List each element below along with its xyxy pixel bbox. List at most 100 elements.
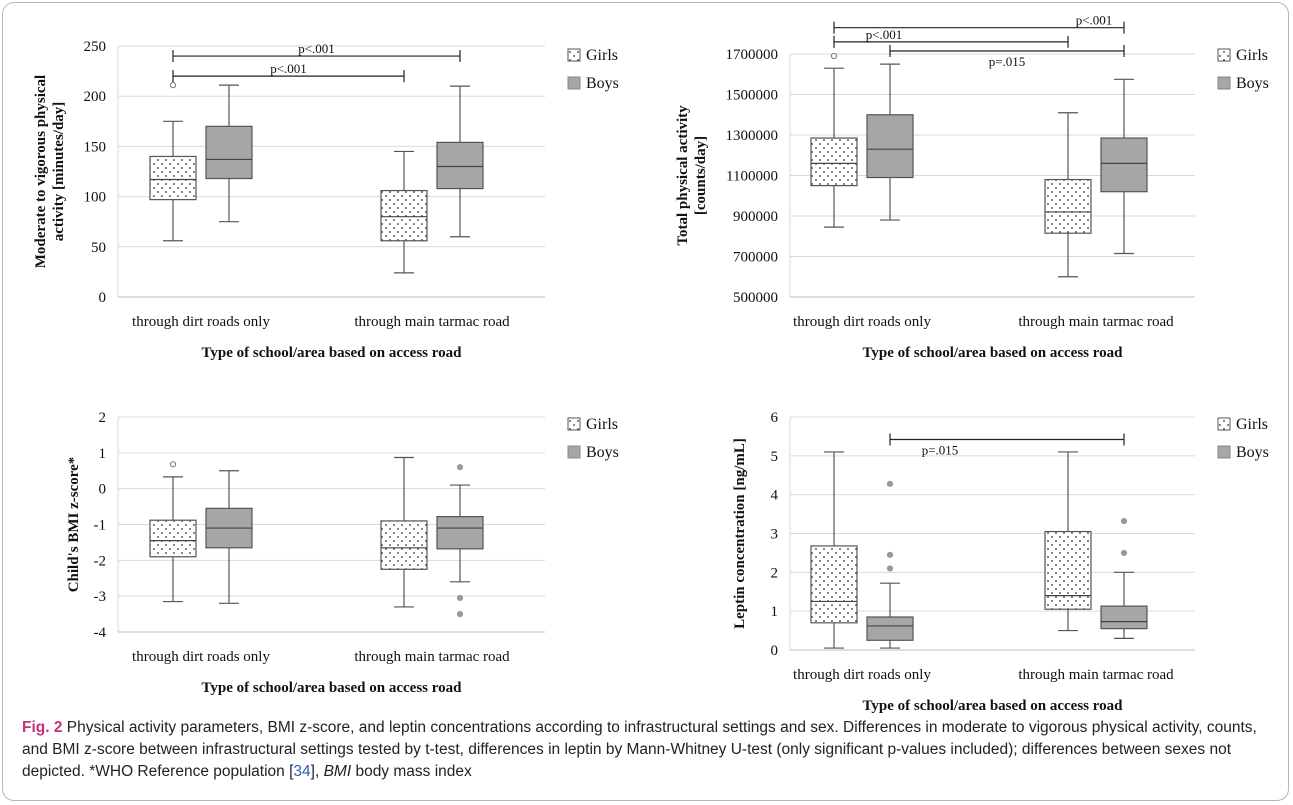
legend-girls-label: Girls [586, 416, 618, 433]
y-tick-label: 700000 [733, 250, 778, 266]
boys-box [436, 141, 484, 190]
significance-label: p<.001 [866, 27, 903, 42]
y-tick-label: 900000 [733, 209, 778, 225]
y-tick-label: 3 [771, 527, 779, 543]
caption-abbreviation: BMI [323, 763, 352, 780]
y-tick-label: 1100000 [726, 169, 778, 185]
legend-boys-label: Boys [586, 75, 619, 92]
panel-total-activity: 500000 700000 900000 1100000 1300000 1500000 1… [646, 13, 1293, 390]
legend-boys-swatch [1217, 445, 1231, 459]
y-tick-label: 0 [771, 643, 779, 659]
outlier-point [456, 464, 464, 471]
x-axis-title: Type of school/area based on access road [201, 345, 462, 361]
total-activity-boxplot: 500000 700000 900000 1100000 1300000 1500000 1… [675, 13, 1269, 361]
girls-box [380, 520, 428, 570]
x-category-label: through main tarmac road [1018, 667, 1174, 683]
y-tick-label: 50 [91, 240, 106, 256]
legend-girls-swatch [567, 48, 581, 62]
outlier-point [886, 480, 894, 487]
caption-reference-link[interactable]: 34 [293, 763, 311, 780]
legend-boys-label: Boys [1236, 444, 1269, 461]
y-tick-label: 1 [771, 604, 779, 620]
y-tick-label: 200 [84, 89, 107, 105]
y-tick-label: -2 [94, 553, 107, 569]
legend-boys-label: Boys [1236, 75, 1269, 92]
caption-label: Fig. 2 [22, 719, 63, 736]
x-category-label: through dirt roads only [132, 649, 270, 665]
x-category-label: through dirt roads only [132, 314, 270, 330]
significance-label: p<.001 [1076, 13, 1113, 28]
x-axis-title: Type of school/area based on access road [862, 345, 1123, 361]
y-tick-label: -1 [94, 518, 107, 534]
panel-leptin: 0 1 2 3 4 5 6 through dirt roads only through ma… [646, 395, 1293, 715]
caption-text-3: body mass index [351, 763, 472, 780]
y-tick-label: 500000 [733, 290, 778, 306]
boys-box [1100, 605, 1148, 630]
y-tick-label: -4 [94, 625, 107, 641]
y-tick-label: 5 [771, 449, 779, 465]
x-axis-title: Type of school/area based on access road [862, 698, 1123, 714]
boys-box [436, 516, 484, 550]
bmi-boxplot: -4 -3 -2 -1 0 1 2 through dirt roads only throug… [66, 410, 619, 696]
significance-label: p=.015 [922, 443, 959, 458]
legend-girls-label: Girls [586, 47, 618, 64]
y-axis-title: Leptin concentration [ng/mL] [732, 438, 748, 629]
outlier-point [456, 610, 464, 618]
legend-boys-swatch [567, 76, 581, 90]
y-axis-title: Moderate to vigorous physical activity [m… [33, 75, 67, 268]
x-category-label: through dirt roads only [793, 314, 931, 330]
legend-girls-swatch [1217, 48, 1231, 62]
y-tick-label: 0 [99, 290, 107, 306]
figure-caption: Fig. 2 Physical activity parameters, BMI… [22, 717, 1277, 783]
outlier-point [1120, 517, 1128, 525]
y-tick-label: 2 [99, 410, 107, 426]
panel-bmi: -4 -3 -2 -1 0 1 2 through dirt roads only throug… [0, 395, 646, 705]
boys-box [1100, 137, 1148, 193]
leptin-boxplot: 0 1 2 3 4 5 6 through dirt roads only through ma… [732, 410, 1269, 714]
x-category-label: through main tarmac road [354, 314, 510, 330]
x-axis-title: Type of school/area based on access road [201, 680, 462, 696]
significance-label: p=.015 [989, 54, 1026, 69]
y-axis-title: Child's BMI z-score* [66, 457, 82, 593]
legend-girls-label: Girls [1236, 47, 1268, 64]
girls-box [380, 189, 428, 242]
panel-mvpa: 0 50 100 150 200 250 through dirt roads only th… [0, 18, 646, 390]
y-tick-label: 250 [84, 39, 107, 55]
y-tick-label: 1 [99, 446, 107, 462]
legend-girls-swatch [1217, 417, 1231, 431]
girls-box [1044, 178, 1092, 234]
y-tick-label: 150 [84, 139, 107, 155]
girls-box [1044, 530, 1092, 610]
girls-box [149, 155, 197, 201]
outlier-point [1120, 549, 1128, 557]
legend-girls-label: Girls [1236, 416, 1268, 433]
y-tick-label: 1500000 [726, 88, 779, 104]
y-tick-label: 0 [99, 482, 107, 498]
y-tick-label: 1300000 [726, 128, 779, 144]
caption-text-1: Physical activity parameters, BMI z-scor… [22, 719, 1257, 780]
legend-boys-swatch [1217, 76, 1231, 90]
boys-box [205, 125, 253, 180]
x-category-label: through main tarmac road [1018, 314, 1174, 330]
y-tick-label: 1700000 [726, 47, 779, 63]
girls-box [810, 545, 858, 624]
legend-boys-label: Boys [586, 444, 619, 461]
legend-boys-swatch [567, 445, 581, 459]
y-tick-label: 6 [771, 410, 779, 426]
outlier-point [169, 82, 177, 89]
y-tick-label: -3 [94, 589, 107, 605]
legend-girls-swatch [567, 417, 581, 431]
outlier-point [886, 551, 894, 558]
outlier-point [830, 52, 838, 60]
mvpa-boxplot: 0 50 100 150 200 250 through dirt roads only th… [33, 39, 619, 361]
boys-box [866, 616, 914, 641]
y-tick-label: 2 [771, 565, 779, 581]
significance-label: p<.001 [270, 61, 307, 76]
x-category-label: through dirt roads only [793, 667, 931, 683]
girls-box [149, 519, 197, 558]
y-tick-label: 100 [84, 190, 107, 206]
outlier-point [169, 461, 177, 468]
y-tick-label: 4 [771, 488, 779, 504]
caption-text-2: ], [310, 763, 324, 780]
